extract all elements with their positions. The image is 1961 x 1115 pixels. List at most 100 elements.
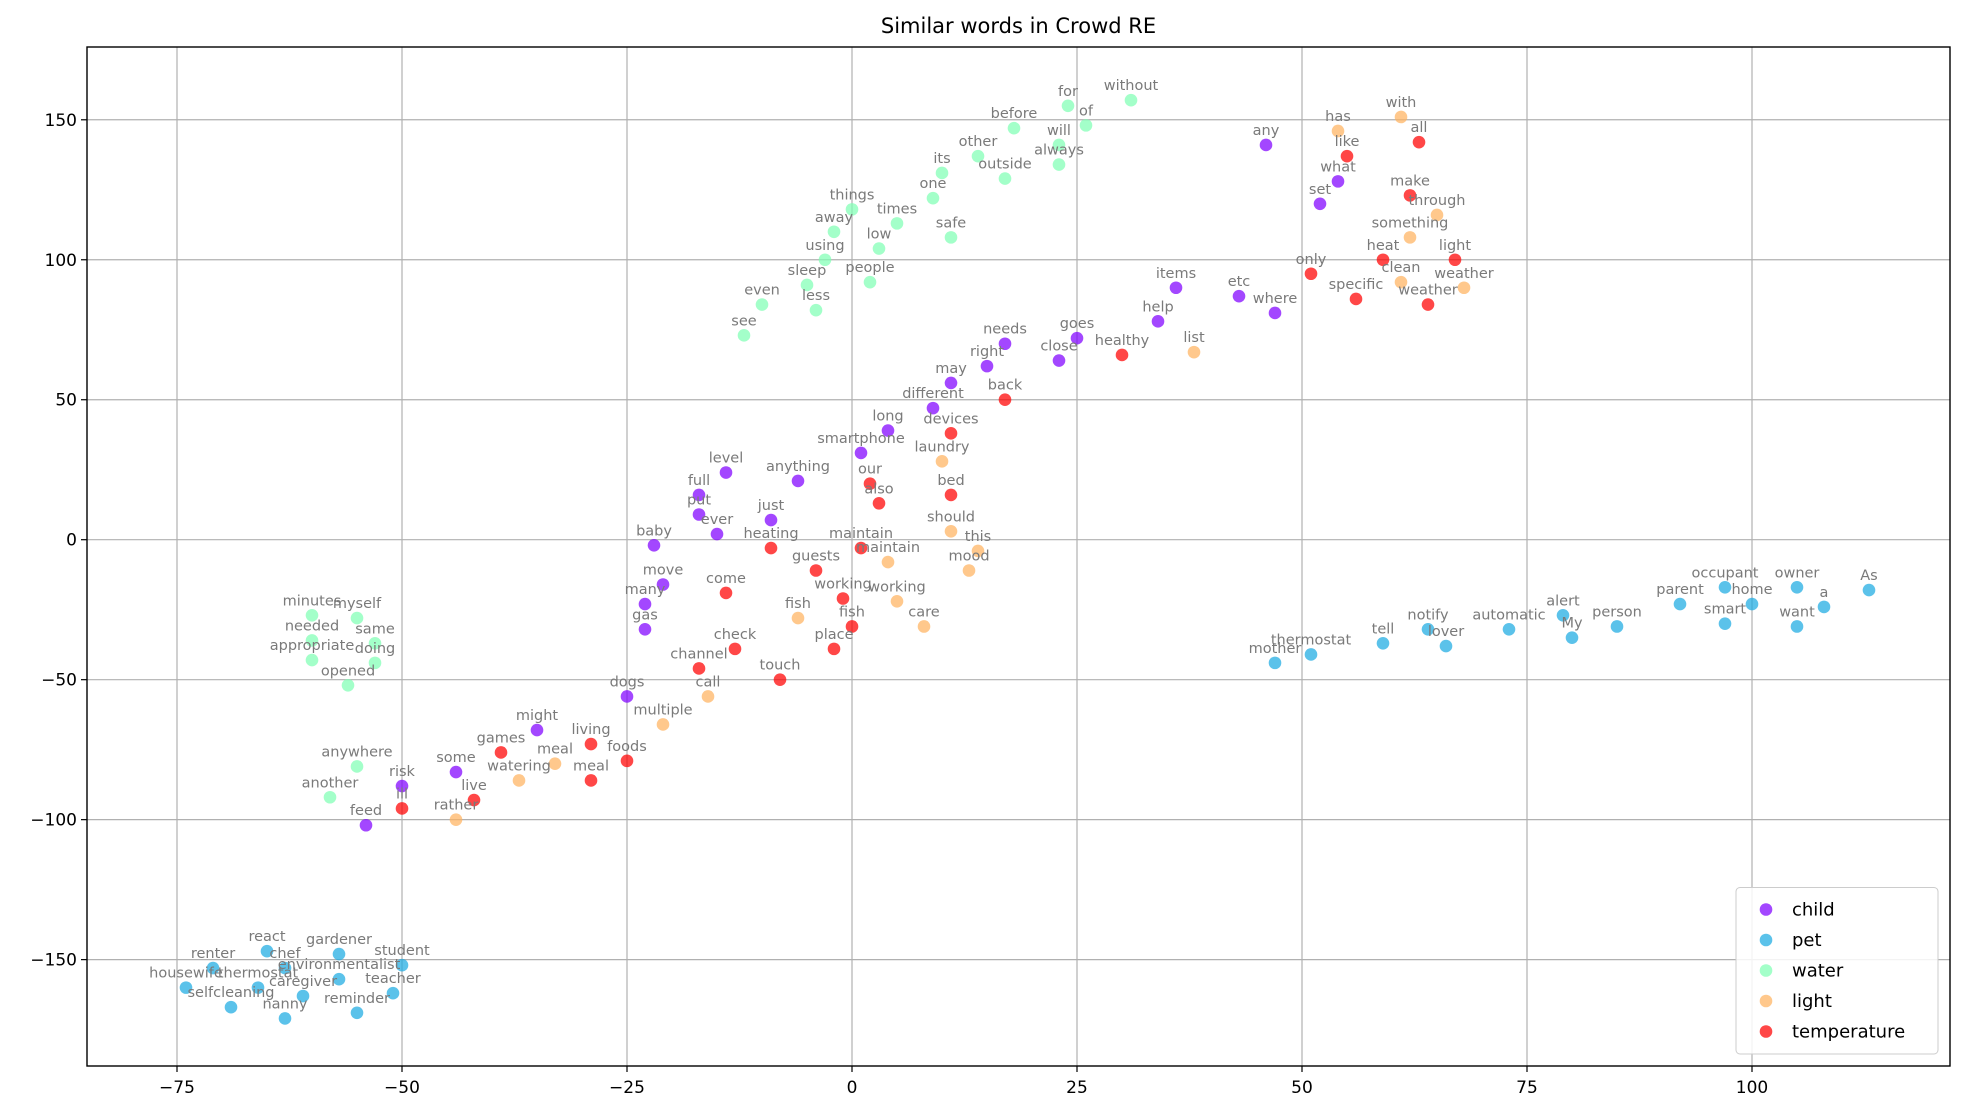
legend-marker bbox=[1759, 964, 1773, 977]
legend-label: temperature bbox=[1792, 1022, 1905, 1043]
data-point bbox=[1052, 354, 1066, 367]
legend-label: water bbox=[1792, 961, 1844, 982]
point-label: come bbox=[706, 571, 746, 587]
data-point bbox=[512, 774, 526, 787]
grid-layer bbox=[87, 47, 1950, 1066]
data-point bbox=[845, 203, 859, 216]
data-point bbox=[1232, 289, 1246, 303]
y-tick-label: −100 bbox=[30, 811, 77, 831]
data-point bbox=[1673, 597, 1687, 611]
series-water bbox=[305, 93, 1138, 804]
data-point bbox=[719, 586, 733, 600]
data-point bbox=[1313, 197, 1327, 211]
data-point bbox=[827, 642, 841, 656]
point-label: without bbox=[1104, 78, 1159, 94]
point-label: many bbox=[625, 582, 666, 598]
point-label: right bbox=[970, 344, 1004, 360]
point-label: foods bbox=[607, 739, 647, 755]
data-point bbox=[1862, 583, 1876, 597]
point-label: multiple bbox=[633, 702, 692, 718]
point-label: also bbox=[864, 481, 893, 497]
data-point bbox=[881, 424, 895, 437]
data-point bbox=[944, 376, 958, 390]
y-tick-label: 100 bbox=[45, 251, 77, 271]
series-child bbox=[359, 138, 1345, 832]
point-label: ever bbox=[701, 512, 733, 528]
x-tick-label: 75 bbox=[1516, 1078, 1538, 1098]
data-point bbox=[1439, 639, 1453, 653]
point-label: one bbox=[920, 176, 947, 192]
point-label: thermostat bbox=[1271, 632, 1352, 648]
data-point bbox=[359, 818, 373, 832]
data-point bbox=[872, 497, 886, 510]
point-label: set bbox=[1309, 182, 1331, 198]
point-label: things bbox=[830, 187, 875, 203]
point-label: list bbox=[1183, 330, 1205, 346]
point-label: home bbox=[1731, 582, 1772, 598]
data-point bbox=[368, 656, 382, 670]
point-label: minutes bbox=[283, 593, 342, 609]
data-point bbox=[890, 594, 904, 608]
data-point bbox=[944, 427, 958, 440]
data-point bbox=[305, 608, 319, 622]
data-point bbox=[332, 947, 346, 961]
point-label: may bbox=[935, 361, 967, 377]
data-point bbox=[692, 662, 706, 675]
point-label: times bbox=[877, 201, 917, 217]
point-label: another bbox=[302, 775, 359, 791]
data-point bbox=[1817, 600, 1831, 614]
point-label: place bbox=[814, 627, 853, 643]
data-point bbox=[224, 1000, 238, 1014]
data-point bbox=[998, 393, 1012, 407]
data-point bbox=[1403, 189, 1417, 202]
data-point bbox=[1169, 281, 1183, 295]
data-point bbox=[755, 298, 769, 311]
data-point bbox=[728, 642, 742, 656]
data-point bbox=[935, 455, 949, 468]
point-label: full bbox=[688, 473, 710, 489]
data-point bbox=[467, 793, 481, 807]
point-label: will bbox=[1047, 123, 1071, 139]
point-label: might bbox=[516, 708, 559, 724]
point-label: baby bbox=[636, 523, 672, 539]
data-point bbox=[863, 477, 877, 491]
data-point bbox=[917, 620, 931, 633]
data-point bbox=[1052, 138, 1066, 152]
point-label: teacher bbox=[365, 971, 421, 987]
data-point bbox=[1610, 620, 1624, 633]
data-point bbox=[179, 981, 193, 994]
data-point bbox=[1124, 93, 1138, 107]
point-label: watering bbox=[487, 758, 551, 774]
data-point bbox=[845, 620, 859, 633]
point-label: sleep bbox=[788, 263, 827, 279]
data-point bbox=[1304, 648, 1318, 661]
point-label: away bbox=[815, 210, 854, 226]
point-label: nanny bbox=[262, 996, 307, 1012]
point-label: parent bbox=[1656, 582, 1704, 598]
point-label: occupant bbox=[1692, 565, 1759, 581]
point-label: through bbox=[1409, 193, 1466, 209]
data-point bbox=[656, 718, 670, 731]
series-light bbox=[449, 110, 1471, 826]
point-label: maintain bbox=[829, 526, 893, 542]
data-point bbox=[890, 217, 904, 230]
point-label: bed bbox=[937, 473, 964, 489]
data-point bbox=[395, 779, 409, 793]
point-label: reminder bbox=[324, 991, 390, 1007]
data-point bbox=[791, 611, 805, 625]
point-label: even bbox=[744, 283, 780, 299]
x-tick-label: −25 bbox=[609, 1078, 645, 1098]
point-label: dogs bbox=[610, 674, 645, 690]
point-label: As bbox=[1860, 568, 1877, 584]
point-label: doing bbox=[355, 641, 396, 657]
data-point bbox=[206, 961, 220, 975]
point-label: smart bbox=[1704, 602, 1747, 618]
data-point bbox=[809, 564, 823, 577]
data-point bbox=[395, 958, 409, 972]
point-label: thermostat bbox=[218, 966, 299, 982]
point-label: heat bbox=[1367, 238, 1400, 254]
point-label: owner bbox=[1775, 565, 1820, 581]
point-label: just bbox=[757, 498, 785, 514]
point-label: care bbox=[908, 604, 940, 620]
